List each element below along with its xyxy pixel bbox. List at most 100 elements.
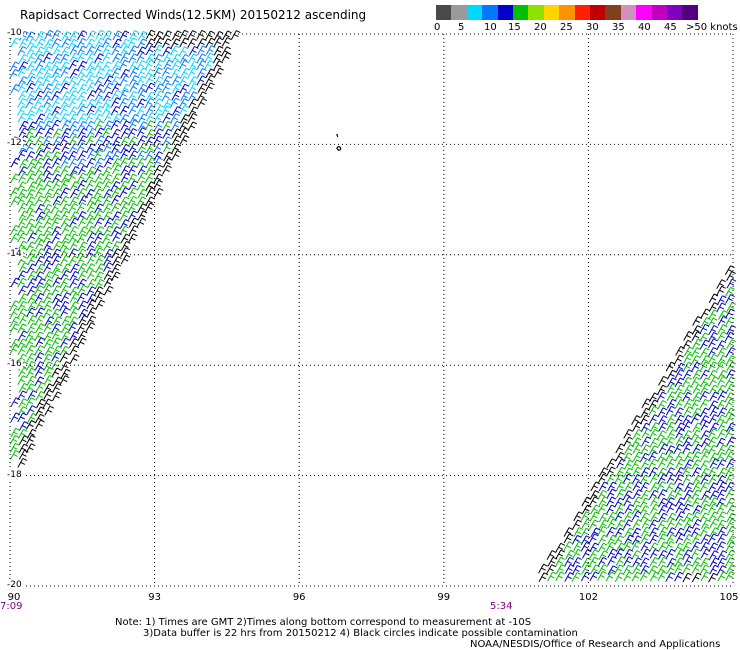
wind-barb (111, 90, 121, 100)
wind-barb (34, 376, 45, 387)
wind-barb (725, 355, 736, 365)
wind-barb (34, 135, 45, 146)
wind-barb (86, 143, 96, 154)
wind-barb (26, 375, 37, 386)
wind-barb (565, 549, 575, 560)
wind-barb (27, 285, 37, 296)
wind-barb (27, 322, 38, 333)
wind-barb (26, 360, 36, 371)
wind-barb (675, 497, 685, 507)
wind-barb (42, 151, 53, 161)
wind-barb (112, 164, 122, 175)
scale-swatch (528, 5, 544, 20)
wind-barb (103, 225, 114, 236)
wind-barb (682, 414, 692, 425)
wind-barb (19, 158, 29, 169)
wind-barb (180, 67, 191, 78)
island-outline (336, 133, 342, 151)
wind-barb (179, 127, 190, 138)
wind-barb (78, 315, 89, 325)
wind-barb (129, 113, 140, 124)
wind-barb (27, 315, 38, 325)
wind-barb (648, 451, 658, 462)
wind-barb (119, 180, 129, 191)
wind-barb (666, 458, 677, 469)
wind-barb (35, 149, 45, 160)
wind-barb (725, 466, 735, 477)
wind-barb (76, 292, 87, 303)
wind-barb (674, 563, 684, 574)
wind-barb (86, 299, 97, 310)
wind-barb (61, 233, 72, 244)
wind-barb (78, 165, 88, 175)
wind-barb (154, 59, 165, 70)
wind-barb (682, 572, 693, 583)
wind-barb (649, 428, 659, 439)
wind-barb (44, 346, 55, 357)
wind-barb (69, 307, 80, 318)
wind-barb (52, 136, 63, 146)
wind-barb (59, 113, 70, 123)
wind-barb (35, 60, 46, 70)
wind-barb (77, 74, 88, 85)
wind-barb (51, 173, 62, 184)
wind-barb (145, 53, 156, 64)
wind-barb (708, 503, 718, 514)
wind-barb (119, 59, 130, 70)
wind-barb (120, 254, 131, 265)
wind-barb (59, 375, 70, 385)
wind-barb (623, 519, 633, 530)
wind-barb (666, 557, 677, 568)
wind-barb (60, 368, 71, 379)
wind-barb (127, 98, 138, 108)
wind-barb (154, 90, 164, 101)
wind-barb (43, 292, 54, 303)
wind-barb (137, 203, 147, 213)
wind-barb (17, 240, 28, 251)
wind-barb (9, 442, 20, 453)
wind-barb (86, 61, 97, 71)
wind-barb (51, 329, 62, 340)
wind-barb (35, 406, 45, 417)
wind-barb (35, 211, 46, 222)
wind-barb (119, 75, 130, 85)
wind-barb (18, 61, 29, 71)
wind-barb (85, 172, 96, 183)
wind-barb (145, 196, 155, 207)
wind-barb (572, 548, 583, 559)
wind-barb (153, 30, 164, 41)
wind-barb (674, 407, 684, 418)
wind-barb (17, 308, 28, 318)
wind-barb (51, 359, 61, 370)
wind-barb (103, 150, 114, 161)
wind-barb (716, 384, 727, 395)
wind-barb (94, 76, 104, 87)
wind-barb (590, 527, 601, 538)
wind-barb (717, 526, 727, 537)
wind-barb (684, 495, 694, 506)
wind-barb (27, 158, 38, 169)
wind-barb (650, 496, 660, 507)
wind-barb (178, 98, 189, 108)
wind-barb (222, 30, 232, 41)
wind-barb (35, 113, 46, 124)
wind-barb (103, 142, 113, 152)
wind-barb (683, 519, 694, 529)
wind-barb (716, 279, 726, 289)
wind-barb (691, 451, 702, 461)
wind-barb (221, 37, 232, 47)
wind-barb (103, 262, 113, 272)
wind-barb (18, 314, 29, 325)
wind-barb (102, 52, 113, 62)
swath-time-west: 7:09 (0, 601, 23, 612)
wind-barb (136, 157, 147, 168)
wind-barb (136, 52, 147, 62)
wind-barb (171, 150, 182, 160)
wind-barb (188, 91, 198, 102)
wind-barb (95, 299, 106, 310)
wind-barb (666, 503, 677, 514)
wind-barb (18, 367, 28, 377)
wind-barb (95, 29, 105, 40)
map-grid (9, 33, 734, 587)
wind-barb (624, 527, 634, 538)
